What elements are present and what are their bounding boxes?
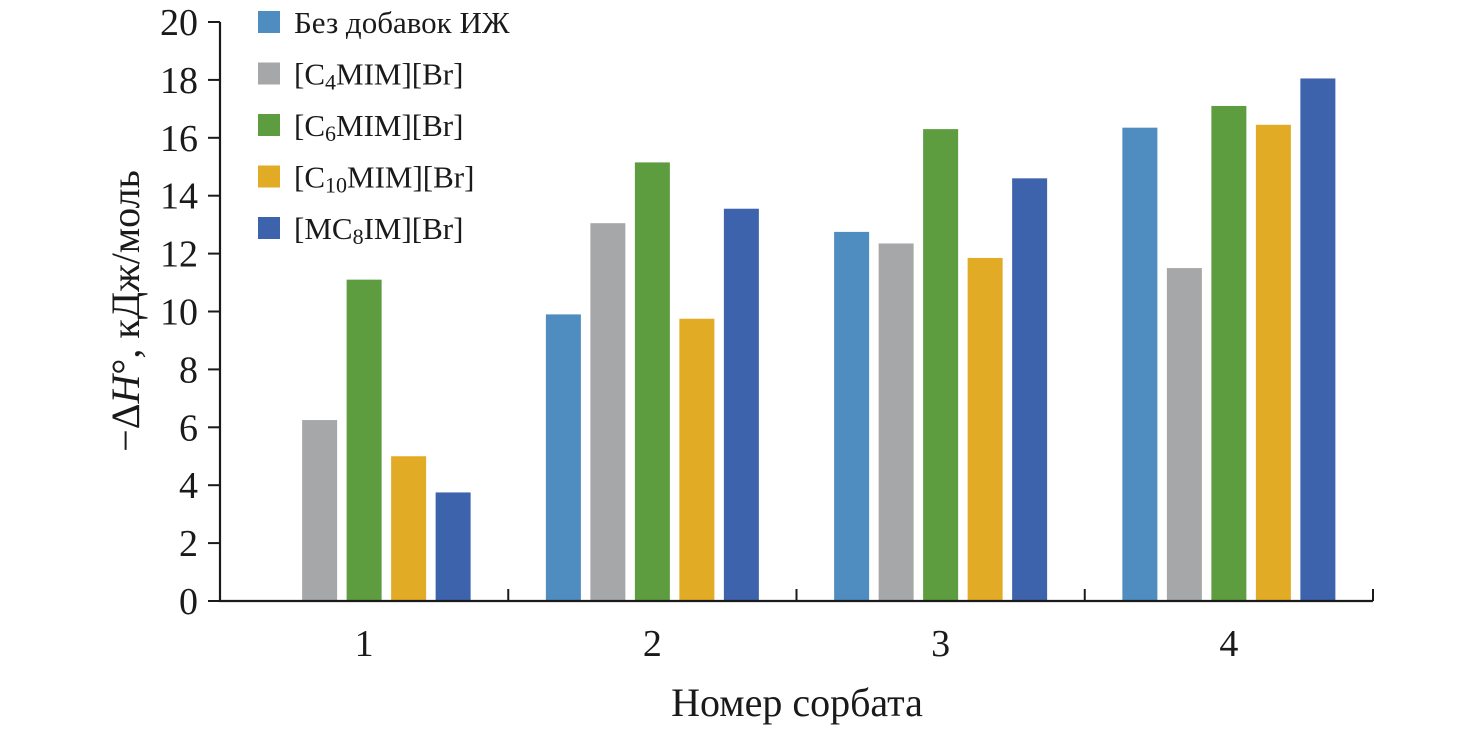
y-tick-label: 6 — [179, 407, 198, 449]
y-axis-title: −ΔH°, кДж/моль — [103, 170, 148, 452]
x-tick-label: 4 — [1219, 623, 1238, 665]
y-axis-ticks: 0 2 4 6 8 10 12 14 16 18 20 — [160, 2, 220, 623]
bar — [545, 314, 581, 601]
bar — [1166, 268, 1202, 601]
bar — [302, 420, 338, 601]
y-tick-label: 8 — [179, 349, 198, 391]
legend: Без добавок ИЖ [C4MIM][Br] [C6MIM][Br] [C10… — [258, 5, 510, 249]
bar — [1122, 127, 1158, 601]
bar — [878, 243, 914, 601]
bar — [923, 129, 959, 602]
bar — [679, 318, 715, 601]
bar — [590, 223, 626, 601]
bar — [435, 492, 471, 601]
legend-label: [C6MIM][Br] — [294, 108, 463, 146]
legend-item: [C4MIM][Br] — [258, 57, 463, 95]
y-tick-label: 18 — [160, 60, 198, 102]
bar — [1300, 78, 1336, 601]
y-tick-label: 16 — [160, 118, 198, 160]
bar — [1211, 105, 1247, 601]
bar — [834, 231, 870, 601]
legend-swatch — [258, 217, 280, 239]
y-tick-label: 2 — [179, 523, 198, 565]
y-tick-label: 10 — [160, 292, 198, 334]
bar — [723, 208, 759, 602]
x-tick-label: 1 — [355, 623, 374, 665]
bar — [346, 279, 382, 601]
legend-swatch — [258, 114, 280, 136]
bar — [1012, 178, 1048, 601]
legend-label: [C10MIM][Br] — [294, 160, 474, 198]
bars — [302, 78, 1336, 602]
y-tick-label: 0 — [179, 581, 198, 623]
y-tick-label: 4 — [179, 465, 198, 507]
legend-swatch — [258, 62, 280, 85]
x-axis-ticks: 1 2 3 4 — [355, 589, 1374, 665]
x-tick-label: 3 — [931, 623, 950, 665]
legend-item: Без добавок ИЖ — [258, 5, 510, 40]
legend-item: [C10MIM][Br] — [258, 160, 474, 198]
bar — [634, 162, 670, 601]
x-tick-label: 2 — [643, 623, 662, 665]
y-tick-label: 20 — [160, 2, 198, 44]
bar — [391, 456, 427, 601]
y-tick-label: 14 — [160, 176, 198, 218]
y-tick-label: 12 — [160, 234, 198, 276]
bar — [967, 257, 1003, 601]
legend-item: [MC8IM][Br] — [258, 211, 463, 249]
legend-label: [MC8IM][Br] — [294, 211, 463, 249]
legend-label: Без добавок ИЖ — [294, 5, 510, 40]
bar — [1255, 124, 1291, 602]
x-axis-title: Номер сорбата — [671, 680, 923, 725]
legend-swatch — [258, 165, 280, 188]
legend-item: [C6MIM][Br] — [258, 108, 463, 146]
legend-label: [C4MIM][Br] — [294, 57, 463, 95]
legend-swatch — [258, 11, 280, 33]
